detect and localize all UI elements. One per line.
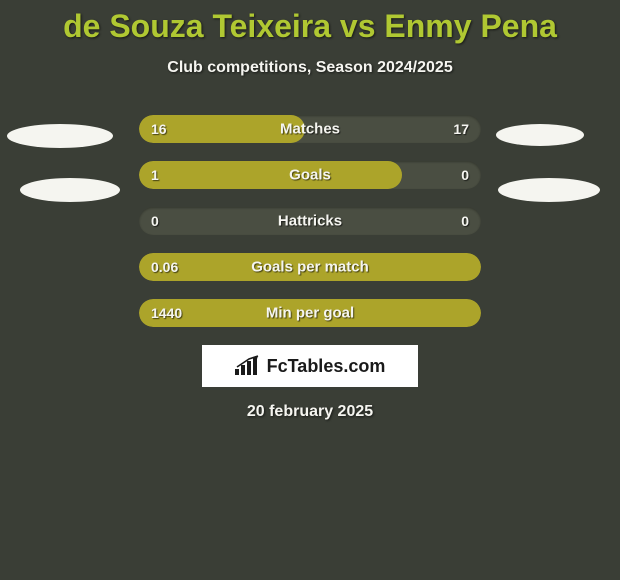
stat-bar: Goals per match 0.06 bbox=[139, 253, 481, 281]
stat-label: Matches bbox=[280, 121, 340, 138]
player-left-name: de Souza Teixeira bbox=[63, 8, 331, 44]
stat-bar-fill bbox=[139, 161, 402, 189]
stat-value-right: 17 bbox=[453, 121, 469, 137]
chart-bars-icon bbox=[235, 355, 261, 377]
stat-value-right: 0 bbox=[461, 213, 469, 229]
subtitle: Club competitions, Season 2024/2025 bbox=[0, 59, 620, 77]
stat-label: Goals bbox=[289, 167, 331, 184]
player-marker bbox=[7, 124, 113, 148]
stat-label: Hattricks bbox=[278, 213, 342, 230]
player-marker bbox=[498, 178, 600, 202]
player-marker bbox=[496, 124, 584, 146]
date-text: 20 february 2025 bbox=[0, 403, 620, 421]
stat-bar: Min per goal 1440 bbox=[139, 299, 481, 327]
logo-text: FcTables.com bbox=[267, 356, 386, 377]
stat-value-left: 0.06 bbox=[151, 259, 178, 275]
player-marker bbox=[20, 178, 120, 202]
page-title: de Souza Teixeira vs Enmy Pena bbox=[0, 0, 620, 45]
stat-value-left: 0 bbox=[151, 213, 159, 229]
stat-label: Goals per match bbox=[251, 259, 369, 276]
stat-bar: Matches 16 17 bbox=[139, 115, 481, 143]
stat-value-right: 0 bbox=[461, 167, 469, 183]
vs-separator: vs bbox=[331, 8, 384, 44]
stat-label: Min per goal bbox=[266, 305, 354, 322]
player-right-name: Enmy Pena bbox=[384, 8, 557, 44]
stat-value-left: 1440 bbox=[151, 305, 182, 321]
stats-container: Matches 16 17 Goals 1 0 Hattricks 0 0 Goals per m… bbox=[139, 115, 481, 327]
stat-bar: Hattricks 0 0 bbox=[139, 207, 481, 235]
stat-bar: Goals 1 0 bbox=[139, 161, 481, 189]
stat-value-left: 16 bbox=[151, 121, 167, 137]
stat-value-left: 1 bbox=[151, 167, 159, 183]
logo-box: FcTables.com bbox=[202, 345, 418, 387]
